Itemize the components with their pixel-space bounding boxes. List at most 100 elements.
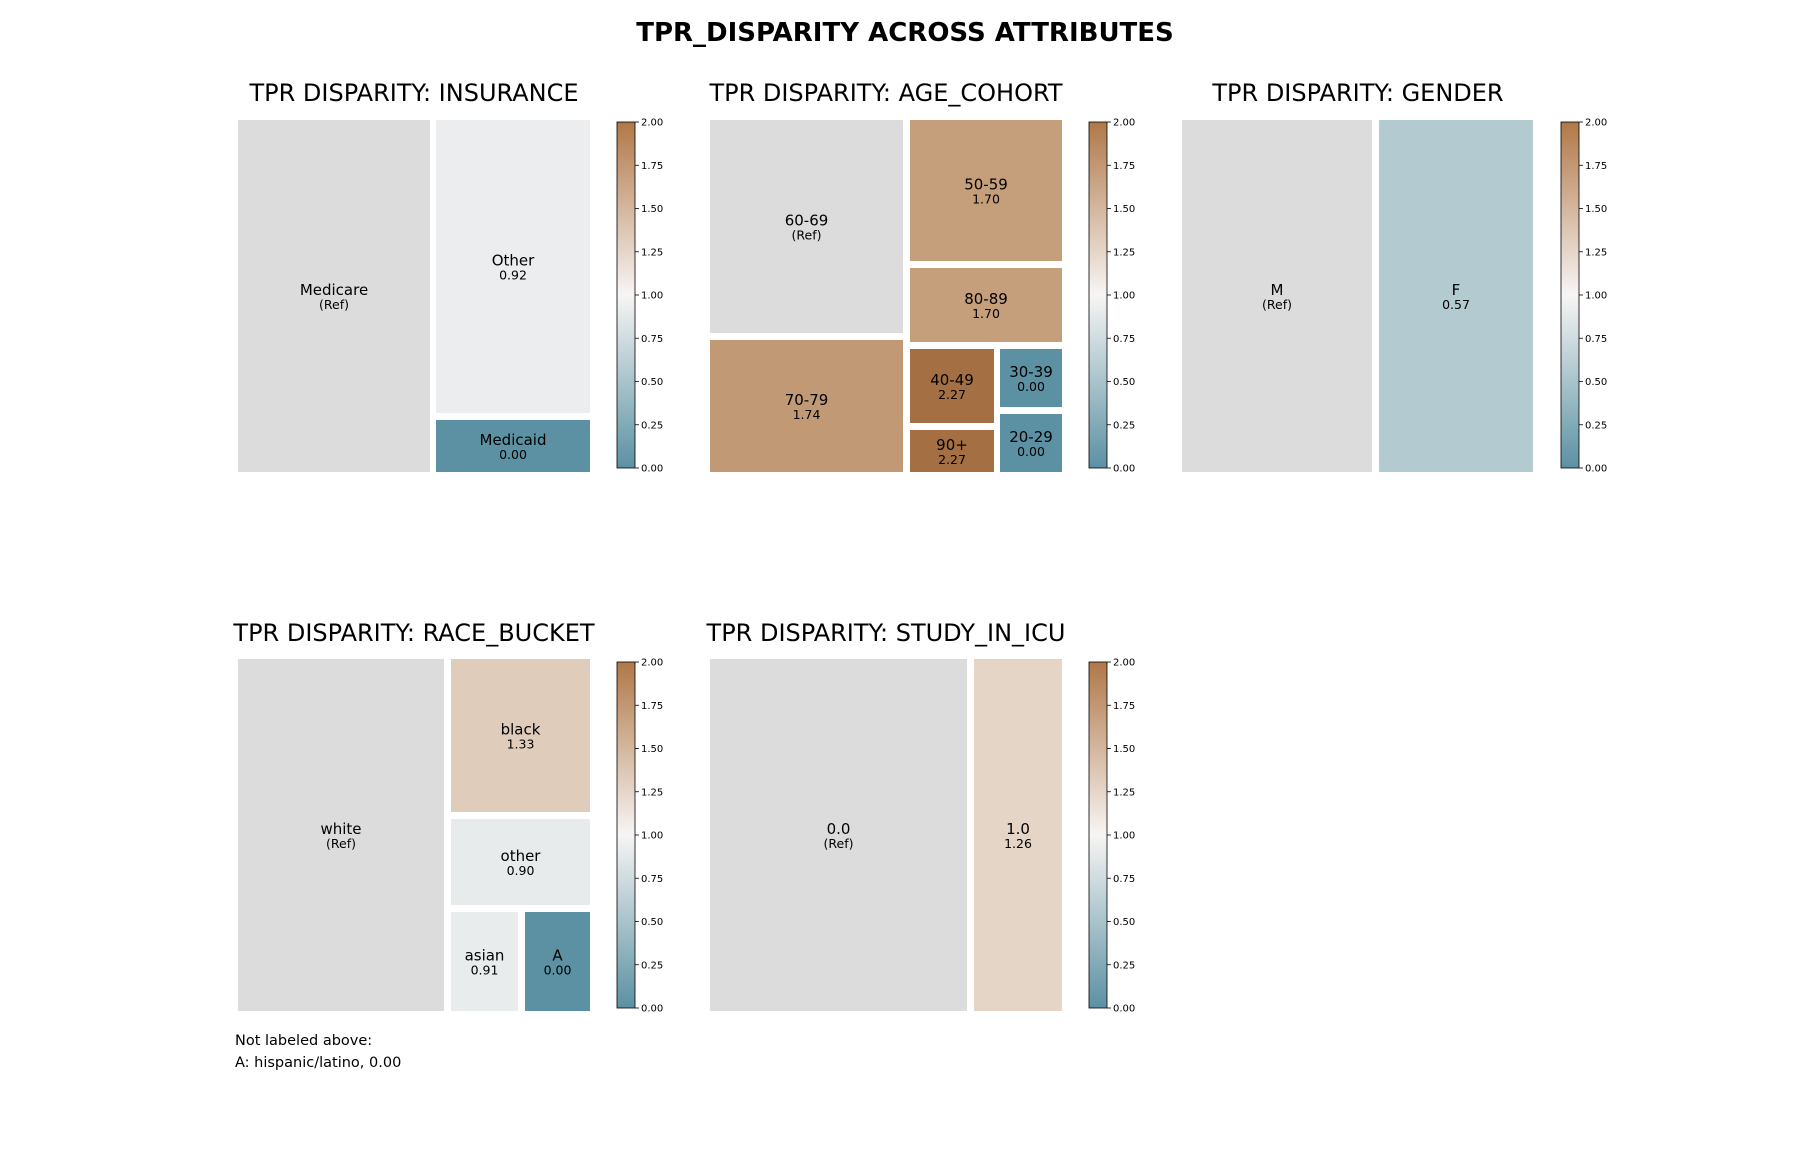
- treemap-cell: [451, 659, 590, 812]
- treemap-cell: [238, 659, 444, 1011]
- colorbar-tick-label: 2.00: [1113, 658, 1135, 669]
- panel-5: TPR DISPARITY: STUDY_IN_ICU 0.0(Ref) 1.0 1.…: [706, 619, 1136, 1015]
- cell-value: 1.70: [972, 306, 1000, 321]
- colorbar: [1088, 661, 1108, 1009]
- cell-label: 20-29: [1009, 428, 1053, 446]
- colorbar-tick-label: 2.00: [1113, 118, 1135, 129]
- colorbar-tick-label: 1.75: [641, 161, 663, 172]
- colorbar-tick-label: 1.00: [641, 291, 663, 302]
- treemap-cell: [710, 120, 903, 333]
- treemap-cell: [910, 430, 994, 472]
- cell-label: 70-79: [785, 391, 829, 409]
- cell-label: asian: [465, 947, 505, 965]
- colorbar-tick-label: 0.00: [1113, 1004, 1135, 1015]
- colorbar-tick-label: 0.75: [1113, 334, 1135, 345]
- panel-title: TPR DISPARITY: AGE_COHORT: [708, 79, 1062, 107]
- footnote-title: Not labeled above:: [235, 1033, 372, 1049]
- colorbar-tick-label: 1.25: [1113, 247, 1135, 258]
- cell-label: M: [1271, 281, 1284, 299]
- figure-title: TPR_DISPARITY ACROSS ATTRIBUTES: [636, 18, 1174, 48]
- cell-value: 1.70: [972, 192, 1000, 207]
- colorbar-tick-label: 1.50: [641, 204, 663, 215]
- panel-2: TPR DISPARITY: AGE_COHORT 60-69(Ref) 70-79…: [708, 79, 1135, 475]
- colorbar-tick-label: 1.25: [1113, 787, 1135, 798]
- treemap-cell: [910, 349, 994, 423]
- cell-label: 60-69: [785, 212, 829, 230]
- colorbar-tick-label: 2.00: [641, 658, 663, 669]
- cell-value: 0.92: [499, 268, 527, 283]
- colorbar-tick-label: 0.75: [1585, 334, 1607, 345]
- panel-title: TPR DISPARITY: RACE_BUCKET: [232, 619, 595, 647]
- treemap-cell: [710, 340, 903, 472]
- panel-1: TPR DISPARITY: INSURANCE Medicare(Ref) Oth…: [238, 79, 663, 475]
- colorbar-tick-label: 1.00: [1585, 291, 1607, 302]
- treemap-cell: [1182, 120, 1372, 472]
- cell-label: Medicare: [300, 281, 368, 299]
- colorbar-tick-label: 0.25: [1585, 420, 1607, 431]
- colorbar-tick-label: 0.50: [1113, 377, 1135, 388]
- treemap-cell: [238, 120, 430, 472]
- cell-label: 1.0: [1006, 820, 1030, 838]
- cell-value: 2.27: [938, 387, 966, 402]
- cell-label: 90+: [936, 436, 968, 454]
- cell-value: (Ref): [1262, 297, 1292, 312]
- colorbar-tick-label: 0.00: [1113, 464, 1135, 475]
- colorbar-tick-label: 0.50: [641, 377, 663, 388]
- cell-label: 40-49: [930, 371, 974, 389]
- cell-value: 0.57: [1442, 297, 1470, 312]
- colorbar-tick-label: 0.00: [641, 1004, 663, 1015]
- colorbar: [1560, 121, 1580, 469]
- colorbar: [616, 121, 636, 469]
- colorbar-tick-label: 0.75: [641, 874, 663, 885]
- colorbar-tick-label: 1.00: [1113, 831, 1135, 842]
- colorbar-tick-label: 1.25: [641, 787, 663, 798]
- colorbar-tick-label: 0.25: [1113, 420, 1135, 431]
- cell-value: 0.00: [499, 447, 527, 462]
- colorbar-tick-label: 0.25: [641, 420, 663, 431]
- colorbar-tick-label: 2.00: [1585, 118, 1607, 129]
- cell-value: 2.27: [938, 452, 966, 467]
- cell-value: (Ref): [792, 228, 822, 243]
- cell-label: Other: [492, 252, 535, 270]
- cell-value: (Ref): [319, 297, 349, 312]
- cell-label: 30-39: [1009, 363, 1053, 381]
- treemap-cell: [525, 912, 590, 1011]
- treemap-cell: [1000, 414, 1062, 472]
- colorbar-tick-label: 0.00: [1585, 464, 1607, 475]
- panel-3: TPR DISPARITY: GENDER M(Ref) F0.57 0.00 0.25…: [1182, 79, 1607, 475]
- colorbar-tick-label: 1.50: [641, 744, 663, 755]
- treemap-cell: [436, 120, 590, 413]
- colorbar-tick-label: 0.00: [641, 464, 663, 475]
- colorbar-tick-label: 1.50: [1113, 744, 1135, 755]
- cell-value: 1.74: [793, 407, 821, 422]
- treemap-cell: [451, 912, 518, 1011]
- colorbar-tick-label: 1.25: [641, 247, 663, 258]
- cell-label: 80-89: [964, 290, 1008, 308]
- cell-label: A: [552, 947, 563, 965]
- treemap-cell: [451, 819, 590, 905]
- cell-value: 0.00: [1017, 379, 1045, 394]
- cell-value: (Ref): [326, 836, 356, 851]
- treemap-cell: [710, 659, 967, 1011]
- colorbar-tick-label: 1.50: [1113, 204, 1135, 215]
- cell-label: Medicaid: [480, 431, 547, 449]
- cell-value: 0.00: [1017, 444, 1045, 459]
- colorbar-tick-label: 1.00: [1113, 291, 1135, 302]
- panel-title: TPR DISPARITY: STUDY_IN_ICU: [706, 619, 1066, 647]
- cell-value: 0.91: [471, 963, 499, 978]
- colorbar-tick-label: 0.50: [641, 917, 663, 928]
- colorbar-tick-label: 1.50: [1585, 204, 1607, 215]
- cell-label: other: [501, 847, 542, 865]
- treemap-cell: [1000, 349, 1062, 407]
- cell-label: white: [320, 820, 361, 838]
- colorbar: [616, 661, 636, 1009]
- panel-title: TPR DISPARITY: GENDER: [1211, 79, 1503, 107]
- cell-label: F: [1452, 281, 1461, 299]
- cell-value: (Ref): [824, 836, 854, 851]
- colorbar-tick-label: 1.75: [1113, 161, 1135, 172]
- footnote-line: A: hispanic/latino, 0.00: [235, 1055, 401, 1071]
- cell-label: 0.0: [827, 820, 851, 838]
- colorbar-tick-label: 2.00: [641, 118, 663, 129]
